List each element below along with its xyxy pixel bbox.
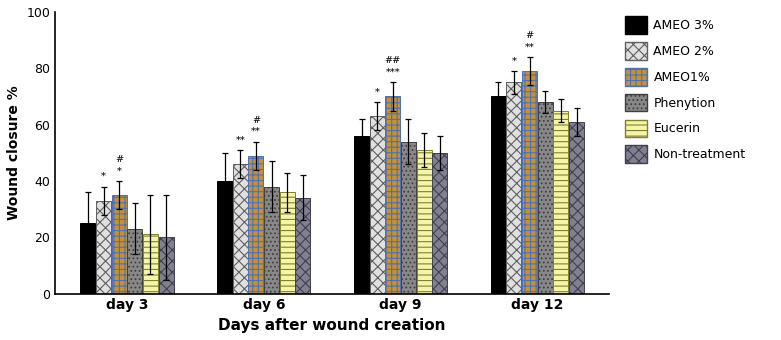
Bar xyxy=(96,201,111,294)
Bar xyxy=(522,71,537,294)
Bar xyxy=(490,97,506,294)
Text: *: * xyxy=(116,166,122,175)
Bar xyxy=(80,223,95,294)
Text: *: * xyxy=(101,172,106,181)
Bar xyxy=(217,181,232,294)
X-axis label: Days after wound creation: Days after wound creation xyxy=(219,318,446,333)
Text: ##: ## xyxy=(385,56,401,66)
Bar xyxy=(506,82,522,294)
Text: **: ** xyxy=(525,42,534,51)
Text: **: ** xyxy=(236,135,245,144)
Bar xyxy=(416,150,432,294)
Bar xyxy=(264,187,279,294)
Text: #: # xyxy=(115,155,123,164)
Text: #: # xyxy=(526,31,533,40)
Y-axis label: Wound closure %: Wound closure % xyxy=(7,85,21,220)
Bar xyxy=(354,136,369,294)
Bar xyxy=(295,198,310,294)
Text: *: * xyxy=(512,56,516,66)
Bar xyxy=(554,110,569,294)
Bar xyxy=(385,97,401,294)
Text: **: ** xyxy=(251,127,261,136)
Bar xyxy=(369,116,385,294)
Bar xyxy=(569,122,584,294)
Bar xyxy=(233,164,248,294)
Bar xyxy=(280,192,294,294)
Bar xyxy=(248,156,263,294)
Bar xyxy=(143,235,158,294)
Bar xyxy=(401,141,416,294)
Bar xyxy=(159,237,173,294)
Bar xyxy=(127,229,142,294)
Legend: AMEO 3%, AMEO 2%, AMEO1%, Phenytion, Eucerin, Non-treatment: AMEO 3%, AMEO 2%, AMEO1%, Phenytion, Euc… xyxy=(621,13,749,167)
Bar xyxy=(112,195,127,294)
Bar xyxy=(432,153,448,294)
Text: *: * xyxy=(375,87,380,97)
Text: ***: *** xyxy=(386,68,400,77)
Text: #: # xyxy=(252,116,260,125)
Bar xyxy=(538,102,553,294)
